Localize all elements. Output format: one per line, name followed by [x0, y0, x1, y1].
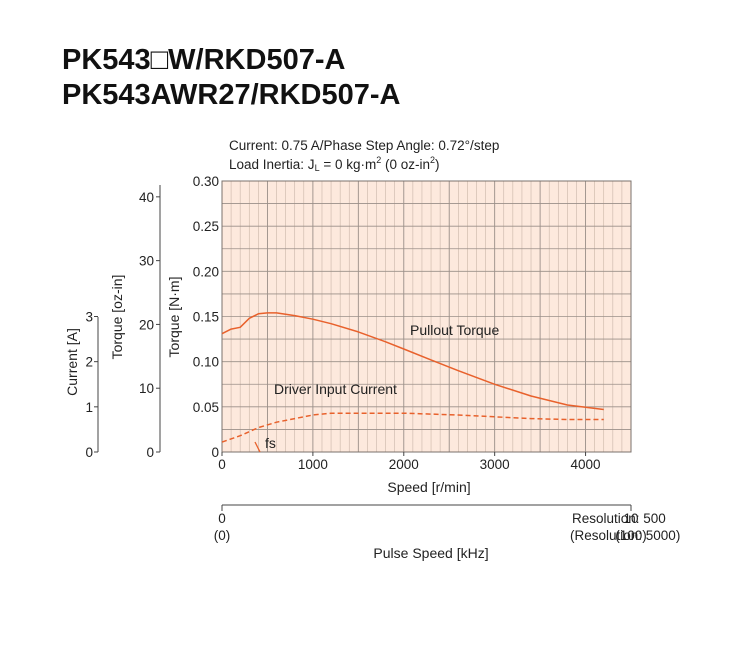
pulse-tick-label: 0 [218, 511, 226, 526]
ozin-axis-label: Torque [oz-in] [109, 275, 125, 360]
ozin-tick-label: 0 [146, 445, 154, 460]
current-axis-label: Current [A] [64, 328, 80, 396]
nm-tick-label: 0 [211, 445, 219, 460]
speed-tick-label: 3000 [480, 457, 510, 472]
series-layer [221, 312, 604, 443]
fs-marker [254, 441, 261, 453]
current-tick-label: 1 [85, 400, 93, 415]
speed-tick-label: 1000 [298, 457, 328, 472]
pullout-torque-label: Pullout Torque [410, 322, 499, 338]
ozin-tick-label: 30 [139, 254, 154, 269]
nm-tick-label: 0.15 [193, 310, 219, 325]
pulse-axis-label: Pulse Speed [kHz] [373, 545, 488, 561]
ozin-tick-label: 10 [139, 381, 154, 396]
ozin-tick-label: 20 [139, 317, 154, 332]
nm-tick-label: 0.05 [193, 400, 219, 415]
condition-line-2: Load Inertia: JL = 0 kg·m2 (0 oz-in2) [229, 155, 440, 173]
driver-input-current-label: Driver Input Current [274, 381, 397, 397]
grid-lines [222, 181, 631, 452]
nm-axis-label: Torque [N·m] [166, 277, 182, 358]
driver-input-current-curve [221, 412, 604, 443]
condition-line-1: Current: 0.75 A/Phase Step Angle: 0.72°/… [229, 138, 499, 153]
chart-title-line-2: PK543AWR27/RKD507-A [62, 79, 401, 111]
resolution-note-alt: (Resolution: 5000) [570, 528, 680, 543]
chart-title-line-1: PK543□W/RKD507-A [62, 44, 345, 76]
pulse-axis-ticks: 0(0)10(100)20(200)30(300) [214, 505, 647, 543]
current-tick-label: 2 [85, 355, 93, 370]
pulse-tick-label-alt: (0) [214, 528, 231, 543]
speed-tick-label: 0 [218, 457, 226, 472]
nm-tick-label: 0.25 [193, 219, 219, 234]
pullout-torque-curve [221, 312, 604, 411]
nm-tick-label: 0.20 [193, 264, 219, 279]
speed-axis-label: Speed [r/min] [387, 479, 470, 495]
current-tick-label: 3 [85, 310, 93, 325]
resolution-note: Resolution: 500 [572, 511, 666, 526]
ozin-tick-label: 40 [139, 190, 154, 205]
nm-tick-label: 0.30 [193, 174, 219, 189]
speed-tick-label: 4000 [571, 457, 601, 472]
nm-tick-label: 0.10 [193, 355, 219, 370]
pulse-tick-label-alt: (100) [615, 528, 647, 543]
fs-label: fs [265, 435, 276, 451]
plot-frame [221, 180, 632, 453]
current-tick-label: 0 [85, 445, 93, 460]
pulse-tick-label: 10 [623, 511, 638, 526]
speed-tick-label: 2000 [389, 457, 419, 472]
